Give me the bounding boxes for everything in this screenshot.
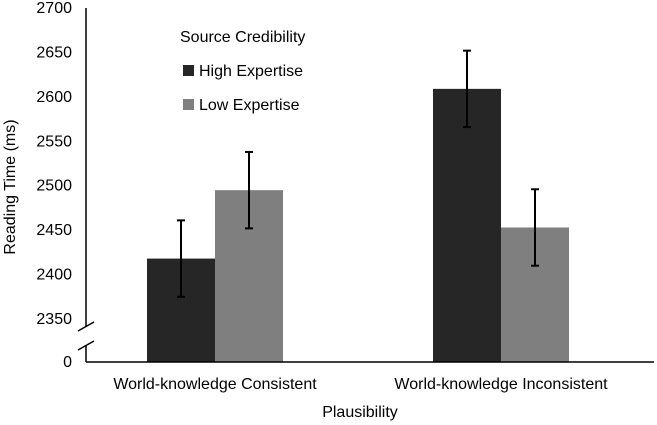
error-bar xyxy=(463,49,471,129)
y-tick-label-origin: 0 xyxy=(63,354,72,371)
axes-layer xyxy=(77,8,654,363)
y-tick-label: 2500 xyxy=(36,178,72,195)
x-tick-label: World-knowledge Consistent xyxy=(113,376,317,393)
y-tick-labels: 2350 2400 2450 2500 2550 2600 2650 2700 0 xyxy=(36,0,72,371)
error-bar xyxy=(531,188,539,267)
legend-title: Source Credibility xyxy=(180,29,305,46)
bars-layer xyxy=(147,88,569,363)
y-tick-label: 2650 xyxy=(36,44,72,61)
legend-label-low-expertise: Low Expertise xyxy=(199,97,300,114)
y-tick-label: 2450 xyxy=(36,222,72,239)
y-tick-label: 2350 xyxy=(36,311,72,328)
legend-swatch-low-expertise xyxy=(183,99,194,110)
bar-high-inconsistent xyxy=(433,88,501,363)
legend: Source Credibility High Expertise Low Ex… xyxy=(180,29,305,114)
error-bars-layer xyxy=(177,49,539,298)
x-axis-title: Plausibility xyxy=(322,404,398,421)
legend-swatch-high-expertise xyxy=(183,65,194,76)
x-tick-label: World-knowledge Inconsistent xyxy=(394,376,608,393)
y-tick-label: 2700 xyxy=(36,0,72,17)
y-tick-label: 2600 xyxy=(36,89,72,106)
legend-label-high-expertise: High Expertise xyxy=(199,63,303,80)
x-tick-labels: World-knowledge Consistent World-knowledg… xyxy=(113,376,608,393)
y-tick-label: 2400 xyxy=(36,267,72,284)
axis-break-mark-lower xyxy=(77,340,95,351)
axis-break-mark-upper xyxy=(77,321,95,332)
error-bar xyxy=(245,150,253,230)
y-axis-title: Reading Time (ms) xyxy=(2,119,19,254)
error-bar xyxy=(177,219,185,298)
y-tick-label: 2550 xyxy=(36,133,72,150)
